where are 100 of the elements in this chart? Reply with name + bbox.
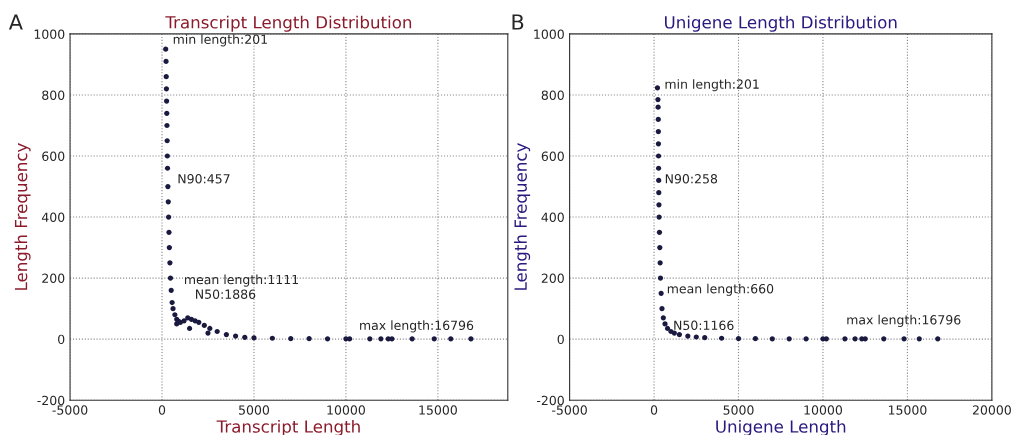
point (288, 335, 294, 342)
y-tick-label: -200 (37, 395, 65, 406)
point (660, 315, 666, 321)
point (269, 335, 275, 341)
point (242, 334, 248, 340)
point (167, 260, 173, 266)
point (164, 98, 170, 104)
y-tick-label: 200 (42, 273, 65, 284)
point (656, 165, 662, 171)
annotation: min length:201 (665, 79, 759, 92)
point (169, 299, 175, 306)
annotation: min length:201 (173, 34, 267, 47)
point (165, 183, 171, 190)
point (719, 335, 725, 341)
point (205, 330, 211, 336)
point (168, 287, 174, 293)
point (367, 336, 373, 342)
point (164, 165, 171, 171)
point (656, 229, 663, 235)
point (166, 229, 172, 235)
point (389, 336, 395, 342)
point (655, 96, 661, 103)
point (735, 335, 742, 342)
point (214, 328, 220, 335)
point (693, 334, 699, 340)
point (163, 46, 169, 52)
point (769, 336, 775, 342)
point (163, 86, 170, 92)
y-tick-label: -200 (536, 395, 564, 406)
point (170, 306, 176, 312)
point (378, 336, 384, 342)
point (409, 336, 415, 342)
y-axis-title: Length Frequency (514, 143, 531, 290)
annotation: mean length:660 (667, 283, 774, 296)
x-tick-label: -5000 (52, 405, 88, 415)
point (659, 306, 665, 312)
point (916, 336, 922, 342)
chart-title: Unigene Length Distribution (665, 15, 897, 32)
y-tick-label: 0 (58, 334, 65, 345)
x-tick-label: 15000 (888, 405, 927, 415)
point (223, 331, 229, 338)
y-tick-label: 400 (41, 212, 65, 222)
point (164, 110, 170, 116)
text: A (8, 14, 23, 30)
point (172, 312, 178, 318)
annotation: mean length:1111 (184, 274, 298, 287)
point (232, 333, 239, 339)
point (207, 325, 213, 332)
point (165, 199, 171, 205)
point (658, 290, 664, 296)
x-tick-label: 5000 (723, 405, 754, 415)
point (164, 153, 170, 159)
point (324, 336, 331, 342)
point (468, 336, 474, 342)
point (167, 275, 174, 281)
point (163, 58, 169, 64)
point (901, 336, 907, 342)
point (196, 319, 202, 325)
point (655, 153, 662, 159)
y-axis-title: Length Frequency (14, 143, 31, 290)
point (164, 122, 170, 129)
y-tick-label: 200 (541, 273, 564, 284)
point (201, 322, 207, 329)
point (448, 336, 454, 342)
point (842, 336, 848, 342)
point (656, 177, 662, 184)
point (654, 85, 661, 91)
x-tick-label: 5000 (239, 405, 270, 415)
y-tick-label: 400 (541, 212, 564, 222)
point (251, 335, 257, 341)
x-tick-label: 20000 (972, 405, 1011, 415)
point (655, 129, 661, 135)
point (164, 138, 170, 144)
point (656, 202, 662, 208)
point (306, 335, 312, 342)
x-tick-label: 10000 (327, 405, 365, 415)
point (656, 190, 662, 196)
point (676, 331, 682, 338)
y-tick-label: 600 (42, 151, 65, 161)
point (662, 321, 668, 327)
point (852, 336, 858, 342)
point (935, 336, 941, 342)
x-tick-label: -5000 (552, 405, 587, 415)
point (657, 244, 663, 251)
point (655, 104, 661, 110)
point (702, 335, 708, 341)
annotation: max length:16796 (847, 314, 961, 327)
annotation: N90:457 (178, 174, 230, 184)
y-tick-label: 0 (557, 334, 564, 345)
point (181, 318, 187, 324)
y-tick-label: 800 (541, 90, 564, 100)
text: B (512, 14, 524, 30)
point (657, 275, 664, 281)
point (656, 214, 662, 220)
y-tick-label: 800 (42, 90, 65, 100)
annotation: N50:1886 (196, 289, 256, 299)
y-tick-label: 600 (541, 151, 564, 161)
point (431, 336, 437, 342)
point (163, 74, 169, 80)
y-tick-label: 1000 (534, 29, 564, 39)
